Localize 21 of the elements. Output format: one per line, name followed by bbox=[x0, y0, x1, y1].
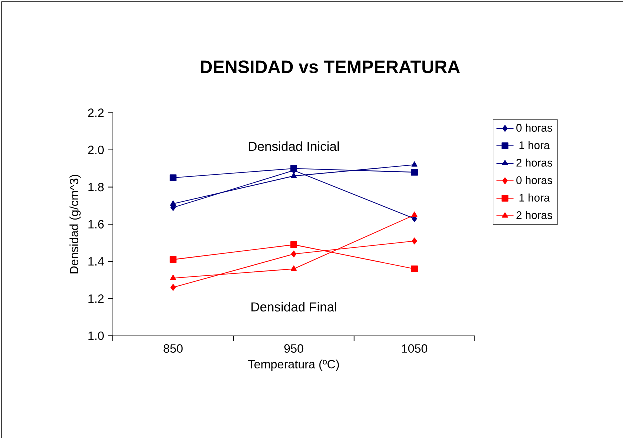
y-tick-label: 1.4 bbox=[88, 258, 104, 266]
chart-title: DENSIDAD vs TEMPERATURA bbox=[201, 60, 460, 74]
y-tick-label: 1.6 bbox=[88, 220, 104, 229]
legend-label: 2 horas bbox=[516, 158, 552, 167]
y-tick-label: 1.2 bbox=[88, 294, 104, 304]
y-tick-label: 2.2 bbox=[88, 108, 104, 118]
x-axis-title: Temperatura (ºC) bbox=[248, 360, 340, 372]
legend-label: 1 hora bbox=[520, 141, 550, 150]
y-tick-label: 1.0 bbox=[88, 332, 104, 340]
x-tick-label: 950 bbox=[284, 344, 304, 354]
legend-label: 0 horas bbox=[516, 176, 552, 184]
x-tick-label: 850 bbox=[164, 344, 183, 354]
x-tick-label: 1050 bbox=[402, 344, 428, 354]
annotation: Densidad Inicial bbox=[249, 142, 339, 152]
legend-label: 0 horas bbox=[516, 124, 552, 132]
y-axis-title: Densidad (g/cm^3) bbox=[70, 175, 81, 274]
legend-label: 2 horas bbox=[516, 211, 552, 220]
annotation: Densidad Final bbox=[252, 302, 336, 312]
y-tick-label: 1.8 bbox=[88, 183, 104, 192]
legend-label: 1 hora bbox=[520, 194, 550, 202]
y-tick-label: 2.0 bbox=[88, 146, 104, 154]
